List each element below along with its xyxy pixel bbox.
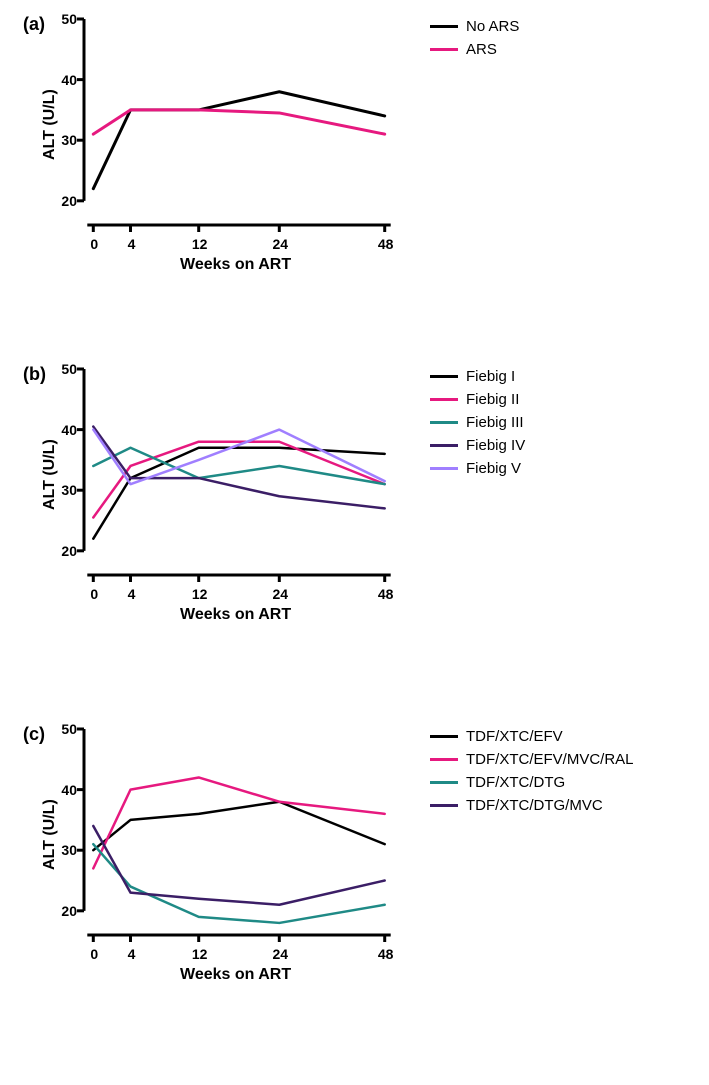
xtick-label: 0 (82, 236, 106, 252)
legend-item: TDF/XTC/DTG/MVC (430, 797, 634, 814)
legend-item: ARS (430, 41, 519, 58)
legend-swatch (430, 375, 458, 378)
ytick-label: 50 (51, 11, 77, 27)
xtick-label: 12 (188, 586, 212, 602)
legend-label: TDF/XTC/EFV/MVC/RAL (466, 751, 634, 768)
y-axis-label: ALT (U/L) (41, 89, 59, 160)
legend-item: No ARS (430, 18, 519, 35)
legend-label: Fiebig I (466, 368, 515, 385)
xtick-label: 12 (188, 946, 212, 962)
series-line (93, 844, 384, 923)
legend-item: Fiebig IV (430, 437, 525, 454)
legend-label: Fiebig II (466, 391, 519, 408)
xtick-label: 0 (82, 586, 106, 602)
legend-label: ARS (466, 41, 497, 58)
legend-swatch (430, 444, 458, 447)
legend-c: TDF/XTC/EFV TDF/XTC/EFV/MVC/RAL TDF/XTC/DT… (430, 728, 634, 820)
legend-swatch (430, 781, 458, 784)
ytick-label: 40 (51, 72, 77, 88)
legend-swatch (430, 758, 458, 761)
panel-label-b: (b) (23, 364, 46, 385)
legend-swatch (430, 804, 458, 807)
series-line (93, 448, 384, 539)
xtick-label: 0 (82, 946, 106, 962)
xtick-label: 48 (374, 946, 398, 962)
xtick-label: 24 (268, 236, 292, 252)
ytick-label: 40 (51, 422, 77, 438)
legend-swatch (430, 48, 458, 51)
legend-label: Fiebig III (466, 414, 524, 431)
panel-label-c: (c) (23, 724, 45, 745)
chart-svg-b (84, 369, 434, 609)
legend-label: TDF/XTC/EFV (466, 728, 563, 745)
xtick-label: 24 (268, 946, 292, 962)
xtick-label: 4 (120, 946, 144, 962)
series-line (93, 92, 384, 189)
legend-item: Fiebig V (430, 460, 525, 477)
legend-item: Fiebig I (430, 368, 525, 385)
chart-svg-c (84, 729, 434, 969)
xtick-label: 4 (120, 236, 144, 252)
figure-container: (a)2030405004122448ALT (U/L)Weeks on ART… (0, 0, 709, 1085)
series-line (93, 442, 384, 518)
x-axis-label: Weeks on ART (180, 966, 291, 984)
legend-item: TDF/XTC/EFV (430, 728, 634, 745)
xtick-label: 12 (188, 236, 212, 252)
series-line (93, 777, 384, 868)
y-axis-label: ALT (U/L) (41, 799, 59, 870)
series-line (93, 826, 384, 905)
legend-item: Fiebig II (430, 391, 525, 408)
ytick-label: 20 (51, 903, 77, 919)
xtick-label: 48 (374, 586, 398, 602)
legend-a: No ARS ARS (430, 18, 519, 64)
ytick-label: 20 (51, 543, 77, 559)
legend-item: Fiebig III (430, 414, 525, 431)
ytick-label: 50 (51, 721, 77, 737)
legend-item: TDF/XTC/EFV/MVC/RAL (430, 751, 634, 768)
ytick-label: 20 (51, 193, 77, 209)
ytick-label: 50 (51, 361, 77, 377)
legend-swatch (430, 467, 458, 470)
x-axis-label: Weeks on ART (180, 256, 291, 274)
chart-svg-a (84, 19, 434, 259)
legend-label: TDF/XTC/DTG/MVC (466, 797, 603, 814)
legend-swatch (430, 398, 458, 401)
legend-swatch (430, 735, 458, 738)
x-axis-label: Weeks on ART (180, 606, 291, 624)
legend-b: Fiebig I Fiebig II Fiebig III Fiebig IV Fieb… (430, 368, 525, 483)
xtick-label: 48 (374, 236, 398, 252)
y-axis-label: ALT (U/L) (41, 439, 59, 510)
legend-label: Fiebig V (466, 460, 521, 477)
xtick-label: 24 (268, 586, 292, 602)
panel-label-a: (a) (23, 14, 45, 35)
legend-label: Fiebig IV (466, 437, 525, 454)
ytick-label: 40 (51, 782, 77, 798)
legend-label: No ARS (466, 18, 519, 35)
legend-swatch (430, 25, 458, 28)
legend-item: TDF/XTC/DTG (430, 774, 634, 791)
legend-swatch (430, 421, 458, 424)
xtick-label: 4 (120, 586, 144, 602)
series-line (93, 110, 384, 134)
legend-label: TDF/XTC/DTG (466, 774, 565, 791)
